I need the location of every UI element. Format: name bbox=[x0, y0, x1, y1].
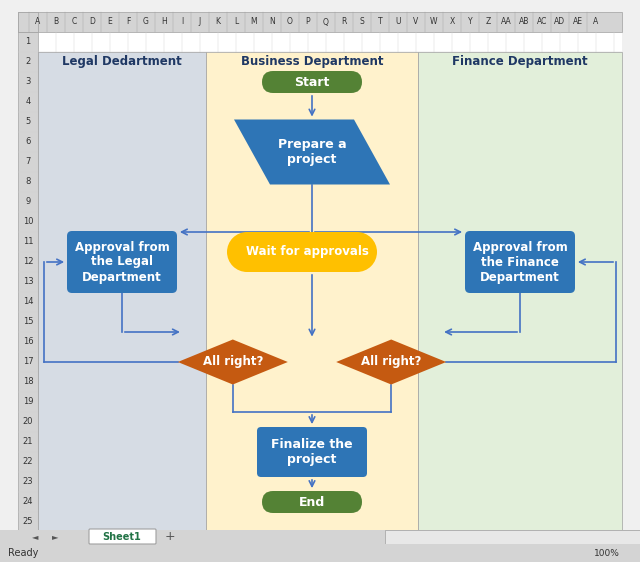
Polygon shape bbox=[336, 339, 446, 384]
Bar bbox=[385, 530, 640, 544]
Text: F: F bbox=[126, 17, 130, 26]
Text: I: I bbox=[181, 17, 183, 26]
Text: Prepare a
project: Prepare a project bbox=[278, 138, 346, 166]
Text: Z: Z bbox=[485, 17, 491, 26]
Bar bbox=[18, 32, 38, 532]
Text: Finalize the
project: Finalize the project bbox=[271, 438, 353, 466]
Bar bbox=[0, 544, 640, 562]
Text: Wait for approvals: Wait for approvals bbox=[246, 246, 369, 259]
Text: 25: 25 bbox=[23, 518, 33, 527]
Text: 6: 6 bbox=[26, 138, 31, 147]
Text: W: W bbox=[430, 17, 438, 26]
Text: 15: 15 bbox=[23, 318, 33, 327]
Ellipse shape bbox=[337, 232, 377, 272]
Text: H: H bbox=[161, 17, 167, 26]
Bar bbox=[38, 52, 206, 532]
Text: 21: 21 bbox=[23, 437, 33, 446]
Text: 5: 5 bbox=[26, 117, 31, 126]
Text: B: B bbox=[53, 17, 59, 26]
Text: J: J bbox=[199, 17, 201, 26]
FancyBboxPatch shape bbox=[89, 529, 156, 544]
Text: Finance Department: Finance Department bbox=[452, 56, 588, 69]
Text: G: G bbox=[143, 17, 149, 26]
Text: 23: 23 bbox=[22, 478, 33, 487]
FancyBboxPatch shape bbox=[257, 427, 367, 477]
Text: Q: Q bbox=[323, 17, 329, 26]
Text: 1: 1 bbox=[26, 38, 31, 47]
Bar bbox=[418, 52, 622, 532]
Text: 8: 8 bbox=[26, 178, 31, 187]
Text: R: R bbox=[341, 17, 347, 26]
Text: 24: 24 bbox=[23, 497, 33, 506]
Text: Y: Y bbox=[468, 17, 472, 26]
Text: Legal Dedartment: Legal Dedartment bbox=[62, 56, 182, 69]
Polygon shape bbox=[234, 120, 390, 184]
FancyBboxPatch shape bbox=[67, 231, 177, 293]
FancyBboxPatch shape bbox=[465, 231, 575, 293]
Text: AB: AB bbox=[519, 17, 529, 26]
Text: 14: 14 bbox=[23, 297, 33, 306]
Text: P: P bbox=[306, 17, 310, 26]
Text: T: T bbox=[378, 17, 382, 26]
Bar bbox=[247, 232, 357, 272]
Text: 19: 19 bbox=[23, 397, 33, 406]
Text: X: X bbox=[449, 17, 454, 26]
Text: A: A bbox=[593, 17, 598, 26]
Text: U: U bbox=[396, 17, 401, 26]
Bar bbox=[0, 530, 640, 544]
Text: E: E bbox=[108, 17, 113, 26]
Text: 13: 13 bbox=[22, 278, 33, 287]
Text: AE: AE bbox=[573, 17, 583, 26]
Text: 22: 22 bbox=[23, 457, 33, 466]
Text: M: M bbox=[251, 17, 257, 26]
Text: Approval from
the Legal
Department: Approval from the Legal Department bbox=[75, 241, 170, 283]
Text: AA: AA bbox=[500, 17, 511, 26]
Text: 7: 7 bbox=[26, 157, 31, 166]
Text: 4: 4 bbox=[26, 97, 31, 107]
Text: Business Department: Business Department bbox=[241, 56, 383, 69]
Bar bbox=[18, 12, 38, 32]
Text: 11: 11 bbox=[23, 238, 33, 247]
Text: ◄: ◄ bbox=[32, 533, 38, 542]
Text: 12: 12 bbox=[23, 257, 33, 266]
FancyBboxPatch shape bbox=[262, 71, 362, 93]
Text: S: S bbox=[360, 17, 364, 26]
Bar bbox=[206, 52, 418, 532]
Bar bbox=[18, 12, 622, 32]
Text: 2: 2 bbox=[26, 57, 31, 66]
Polygon shape bbox=[178, 339, 288, 384]
Text: 10: 10 bbox=[23, 217, 33, 226]
Text: 100%: 100% bbox=[594, 549, 620, 558]
Text: V: V bbox=[413, 17, 419, 26]
Text: AC: AC bbox=[537, 17, 547, 26]
Text: 9: 9 bbox=[26, 197, 31, 206]
Ellipse shape bbox=[227, 232, 267, 272]
Text: Approval from
the Finance
Department: Approval from the Finance Department bbox=[472, 241, 568, 283]
Text: +: + bbox=[164, 531, 175, 543]
Text: 20: 20 bbox=[23, 418, 33, 427]
Text: A: A bbox=[35, 17, 40, 26]
Text: L: L bbox=[234, 17, 238, 26]
Text: K: K bbox=[216, 17, 221, 26]
Text: All right?: All right? bbox=[361, 356, 421, 369]
Text: N: N bbox=[269, 17, 275, 26]
Text: 3: 3 bbox=[26, 78, 31, 87]
Text: 17: 17 bbox=[22, 357, 33, 366]
FancyBboxPatch shape bbox=[262, 491, 362, 513]
Text: ►: ► bbox=[52, 533, 58, 542]
Text: Ready: Ready bbox=[8, 548, 38, 558]
Text: C: C bbox=[72, 17, 77, 26]
Text: O: O bbox=[287, 17, 293, 26]
Text: 16: 16 bbox=[22, 338, 33, 347]
Text: End: End bbox=[299, 496, 325, 509]
Text: AD: AD bbox=[554, 17, 566, 26]
Text: Sheet1: Sheet1 bbox=[102, 532, 141, 542]
Text: Start: Start bbox=[294, 75, 330, 88]
Text: 18: 18 bbox=[22, 378, 33, 387]
Text: All right?: All right? bbox=[203, 356, 263, 369]
Text: D: D bbox=[89, 17, 95, 26]
Bar bbox=[18, 32, 622, 532]
